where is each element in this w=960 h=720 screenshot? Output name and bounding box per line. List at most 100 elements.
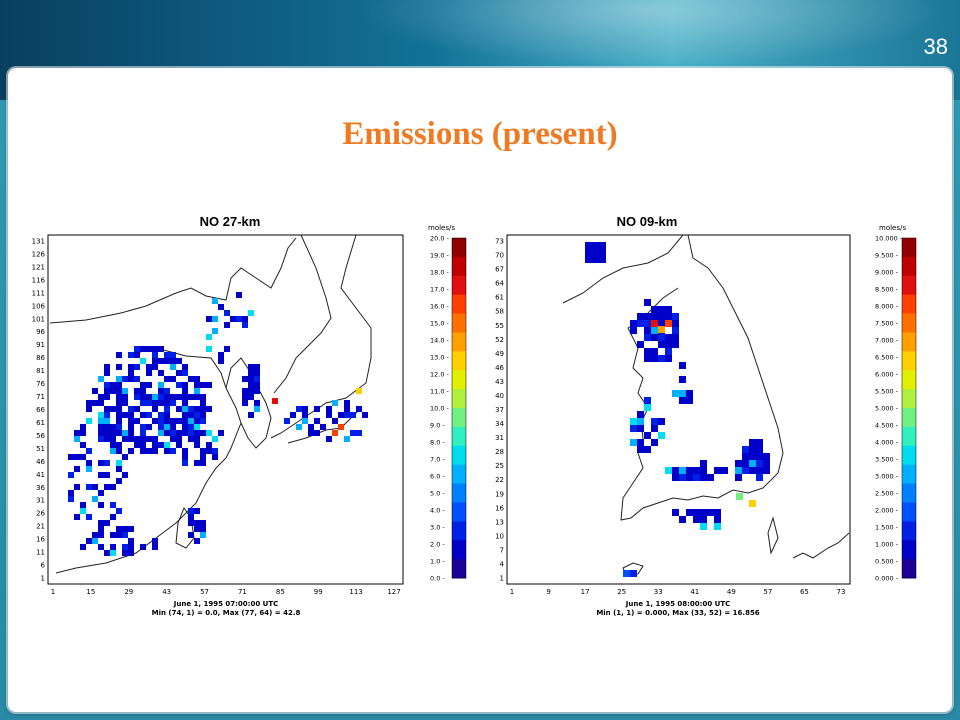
- scale-label: 7.500 -: [875, 320, 899, 328]
- y-tick-label: 96: [36, 328, 45, 336]
- emission-cell: [152, 352, 158, 358]
- emission-cell: [176, 406, 182, 412]
- emission-cell: [188, 394, 194, 400]
- emission-cell: [182, 382, 188, 388]
- emission-cell: [176, 358, 182, 364]
- emission-cell: [146, 382, 152, 388]
- emission-cell: [236, 292, 242, 298]
- emission-cell: [104, 472, 110, 478]
- emission-cell: [248, 310, 254, 316]
- emission-cell: [164, 352, 170, 358]
- scale-label: 7.0 -: [430, 456, 445, 464]
- emission-cell: [194, 442, 200, 448]
- scale-label: 0.500 -: [875, 558, 899, 566]
- emission-cell: [658, 306, 665, 313]
- emission-cell: [98, 502, 104, 508]
- x-tick-label: 33: [654, 588, 663, 596]
- emission-cell: [128, 538, 134, 544]
- emission-cell: [714, 523, 721, 530]
- emission-cell: [176, 436, 182, 442]
- emission-cell: [116, 388, 122, 394]
- x-tick-label: 85: [276, 588, 285, 596]
- emission-cell: [110, 544, 116, 550]
- emission-cell: [254, 406, 260, 412]
- emission-cell: [164, 442, 170, 448]
- emission-cell: [170, 424, 176, 430]
- emission-cell: [679, 516, 686, 523]
- y-tick-label: 16: [495, 504, 504, 512]
- emission-cell: [104, 394, 110, 400]
- emission-cell: [116, 526, 122, 532]
- emission-cell: [248, 370, 254, 376]
- scale-label: 0.0 -: [430, 575, 445, 583]
- emission-cell: [242, 394, 248, 400]
- scale-label: 2.0 -: [430, 541, 445, 549]
- y-tick-label: 46: [36, 458, 45, 466]
- emission-cell: [182, 394, 188, 400]
- emission-cell: [200, 526, 206, 532]
- scale-label: 3.500 -: [875, 456, 899, 464]
- x-tick-label: 99: [314, 588, 323, 596]
- emission-cell: [308, 424, 314, 430]
- emission-cell: [314, 406, 320, 412]
- emission-cell: [332, 418, 338, 424]
- scale-swatch: [452, 351, 466, 371]
- slide-title: Emissions (present): [342, 116, 618, 152]
- scale-label: 8.0 -: [430, 439, 445, 447]
- emission-cell: [756, 460, 763, 467]
- emission-cell: [164, 394, 170, 400]
- emission-cell: [80, 430, 86, 436]
- emission-cell: [110, 502, 116, 508]
- scale-label: 19.0 -: [430, 252, 450, 260]
- scale-swatch: [902, 351, 916, 371]
- emission-cell: [122, 430, 128, 436]
- emission-cell: [116, 532, 122, 538]
- y-tick-label: 36: [36, 484, 45, 492]
- scale-swatch: [452, 256, 466, 277]
- emission-cell: [182, 412, 188, 418]
- emission-cell: [80, 424, 86, 430]
- x-tick-label: 71: [238, 588, 247, 596]
- emission-cell: [74, 466, 80, 472]
- scale-label: 15.0 -: [430, 320, 450, 328]
- color-scale: 10.000 - 9.500 - 9.000 - 8.500 - 8.000 - 7.50…: [875, 235, 917, 583]
- emission-cell: [200, 532, 206, 538]
- emission-cell: [194, 376, 200, 382]
- emission-cell: [599, 256, 606, 263]
- emission-cell: [80, 442, 86, 448]
- emission-cell: [104, 370, 110, 376]
- emission-cell: [86, 406, 92, 412]
- emission-cell: [248, 394, 254, 400]
- x-tick-label: 73: [837, 588, 846, 596]
- emission-cell: [700, 509, 707, 516]
- emission-cell: [74, 454, 80, 460]
- scale-label: 6.500 -: [875, 354, 899, 362]
- emission-cell: [644, 327, 651, 334]
- emission-cell: [128, 526, 134, 532]
- emission-cell: [254, 376, 260, 382]
- emission-cell: [290, 412, 296, 418]
- scale-label: 4.000 -: [875, 439, 899, 447]
- emission-cell: [104, 436, 110, 442]
- emission-cell: [134, 442, 140, 448]
- scale-label: 5.0 -: [430, 490, 445, 498]
- emission-cell: [128, 352, 134, 358]
- emission-cell: [122, 550, 128, 556]
- emission-cell: [206, 430, 212, 436]
- emission-cell: [98, 418, 104, 424]
- emission-cell: [116, 364, 122, 370]
- emission-cell: [735, 474, 742, 481]
- emission-cell: [146, 400, 152, 406]
- emission-cell: [686, 467, 693, 474]
- emission-cell: [763, 460, 770, 467]
- emission-cell: [104, 430, 110, 436]
- emission-cell: [665, 334, 672, 341]
- y-tick-label: 81: [36, 367, 45, 375]
- x-tick-label: 15: [86, 588, 95, 596]
- emission-cell: [665, 320, 672, 327]
- emission-cell: [248, 412, 254, 418]
- emission-cell: [693, 467, 700, 474]
- emission-cell: [700, 474, 707, 481]
- emission-cell: [194, 430, 200, 436]
- emission-cell: [176, 442, 182, 448]
